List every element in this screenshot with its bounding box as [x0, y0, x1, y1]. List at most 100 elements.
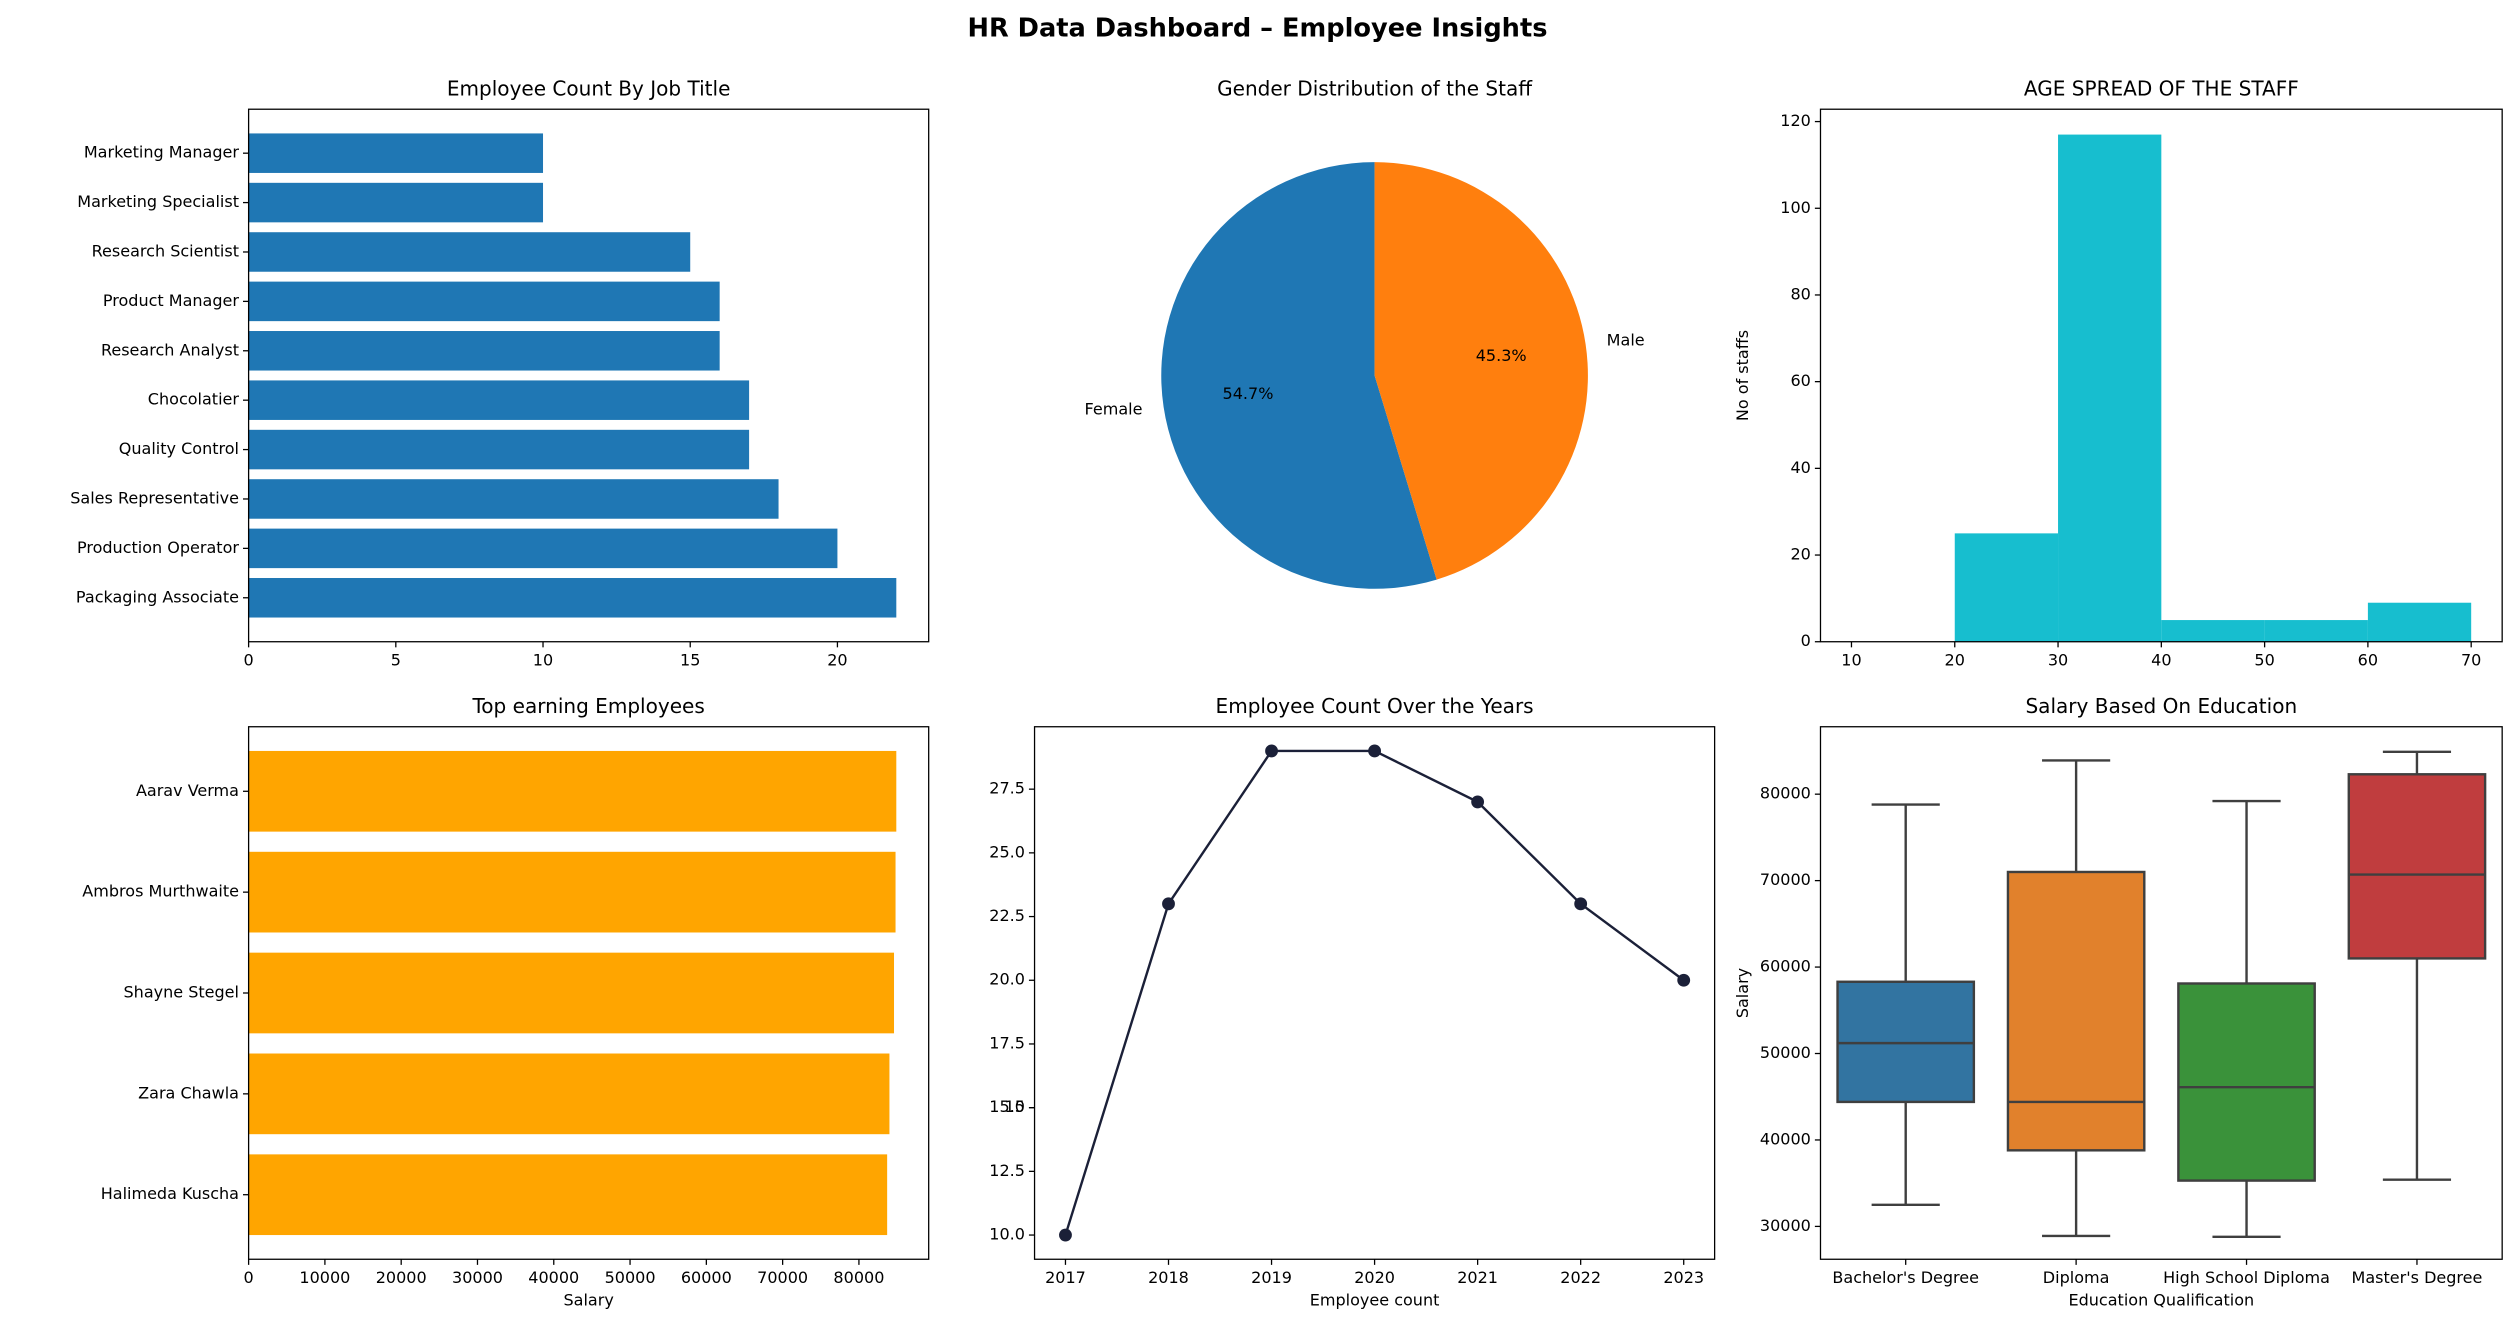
x-tick-label: 50 — [2254, 650, 2274, 669]
bar — [248, 1154, 888, 1236]
slice-label: Female — [1085, 399, 1143, 418]
y-tick-label: 27.5 — [989, 779, 1025, 798]
x-tick-label: 20 — [827, 650, 847, 669]
x-tick-label: 80000 — [833, 1268, 884, 1287]
plot-frame — [247, 108, 930, 643]
point — [1574, 897, 1588, 911]
y-tick-label: 20 — [1790, 545, 1810, 564]
y-tick-label: 17.5 — [989, 1033, 1025, 1052]
plot-frame — [1819, 726, 2503, 1260]
y-tick-label: 100 — [1780, 198, 1811, 217]
point — [1265, 744, 1278, 758]
x-tick-label: 0 — [244, 650, 254, 669]
x-tick-label: 50000 — [605, 1268, 656, 1287]
y-tick-label: Sales Representative — [70, 488, 239, 507]
y-tick-label: 80 — [1790, 284, 1810, 303]
x-tick-label: High School Diploma — [2163, 1268, 2330, 1287]
y-tick-label: 40 — [1790, 458, 1810, 477]
bar — [248, 578, 897, 618]
x-axis-label: Salary — [563, 1290, 613, 1309]
dashboard-title: HR Data Dashboard – Employee Insights — [968, 14, 1548, 44]
plot-frame — [247, 726, 930, 1260]
x-tick-label: 2021 — [1457, 1268, 1498, 1287]
box — [1836, 980, 1976, 1104]
x-tick-label: 10 — [1841, 650, 1861, 669]
chart-title: Top earning Employees — [471, 694, 704, 718]
x-tick-label: 2019 — [1251, 1268, 1292, 1287]
point — [1059, 1228, 1072, 1242]
plot-frame — [1033, 726, 1716, 1260]
bar — [248, 133, 544, 173]
x-tick-label: 2023 — [1663, 1268, 1704, 1287]
y-tick-label: Ambros Murthwaite — [82, 882, 239, 901]
y-axis-label: Salary — [1733, 968, 1752, 1018]
hist-bar — [2058, 134, 2162, 642]
point — [1677, 973, 1691, 987]
x-tick-label: 2020 — [1354, 1268, 1395, 1287]
hist-bar — [2367, 602, 2472, 642]
bar — [248, 851, 896, 933]
hist-bar — [2264, 620, 2368, 642]
y-tick-label: 15.0 — [989, 1097, 1025, 1116]
y-tick-label: Aarav Verma — [136, 781, 239, 800]
bar — [248, 232, 691, 272]
y-tick-label: Quality Control — [119, 439, 239, 458]
bar — [248, 331, 720, 371]
x-tick-label: 2018 — [1148, 1268, 1189, 1287]
y-tick-label: Research Analyst — [101, 340, 239, 359]
point — [1471, 795, 1485, 809]
x-tick-label: 20000 — [376, 1268, 427, 1287]
box — [2177, 982, 2316, 1182]
x-tick-label: 10000 — [299, 1268, 350, 1287]
hist-bar — [2161, 620, 2265, 642]
bar — [248, 281, 720, 322]
y-tick-label: Zara Chawla — [138, 1083, 239, 1102]
slice-label: Male — [1607, 330, 1645, 349]
y-tick-label: Shayne Stegel — [124, 982, 239, 1001]
x-tick-label: 2017 — [1045, 1268, 1086, 1287]
pie-slice — [1374, 162, 1588, 580]
y-tick-label: Production Operator — [77, 538, 239, 557]
y-tick-label: 120 — [1780, 111, 1811, 130]
x-tick-label: 10 — [533, 650, 553, 669]
y-tick-label: 10.0 — [989, 1225, 1025, 1244]
x-tick-label: 40000 — [528, 1268, 579, 1287]
y-tick-label: 40000 — [1760, 1129, 1811, 1148]
bar — [248, 182, 544, 223]
y-tick-label: Halimeda Kuscha — [101, 1184, 239, 1203]
bar — [248, 528, 838, 569]
chart-title: Salary Based On Education — [2025, 694, 2297, 718]
chart-title: Employee Count By Job Title — [447, 76, 731, 100]
y-tick-label: 30000 — [1760, 1216, 1811, 1235]
y-tick-label: 25.0 — [989, 842, 1025, 861]
chart-title: Employee Count Over the Years — [1216, 694, 1534, 718]
bar — [248, 952, 895, 1034]
y-tick-label: Research Scientist — [92, 241, 239, 260]
x-tick-label: 30000 — [452, 1268, 503, 1287]
chart-title: AGE SPREAD OF THE STAFF — [2024, 76, 2299, 100]
bar — [248, 429, 750, 470]
x-axis-label: Education Qualification — [2068, 1290, 2254, 1309]
y-tick-label: 50000 — [1760, 1043, 1811, 1062]
x-tick-label: 2022 — [1560, 1268, 1601, 1287]
bar — [248, 1053, 890, 1135]
x-tick-label: 20 — [1945, 650, 1965, 669]
x-tick-label: Master's Degree — [2352, 1268, 2483, 1287]
y-tick-label: 20.0 — [989, 970, 1025, 989]
x-tick-label: Bachelor's Degree — [1832, 1268, 1979, 1287]
bar — [248, 750, 897, 832]
y-tick-label: 60 — [1790, 371, 1810, 390]
slice-value: 54.7% — [1223, 384, 1274, 403]
y-tick-label: 80000 — [1760, 784, 1811, 803]
y-tick-label: 0 — [1801, 631, 1811, 650]
pie-slice — [1161, 162, 1437, 589]
y-tick-label: Chocolatier — [148, 390, 240, 409]
box — [2006, 870, 2146, 1152]
y-tick-label: Product Manager — [103, 291, 240, 310]
y-tick-label: 22.5 — [989, 906, 1025, 925]
bar — [248, 380, 750, 420]
x-tick-label: Diploma — [2043, 1268, 2110, 1287]
x-axis-label: Employee count — [1310, 1290, 1440, 1309]
